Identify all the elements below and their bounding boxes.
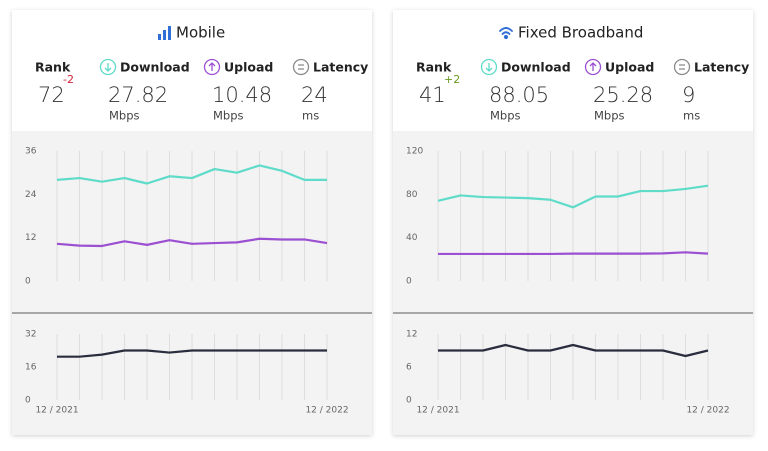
y-tick-label: 24	[25, 190, 37, 200]
line-series	[57, 349, 327, 358]
metric-value: 27.82	[108, 83, 168, 107]
metric-label: Latency	[313, 60, 368, 75]
y-tick-label: 120	[406, 147, 423, 157]
metric-icon-glyph	[679, 64, 685, 70]
metric-label: Download	[501, 60, 571, 75]
x-tick-label: 12 / 2022	[305, 406, 348, 416]
rank-label: Rank	[35, 60, 71, 75]
line-series	[56, 164, 327, 185]
metric-label: Download	[120, 60, 190, 75]
y-tick-label: 0	[406, 396, 412, 406]
metric-icon-glyph	[104, 63, 112, 72]
metric-unit: Mbps	[594, 109, 625, 123]
metric-icon-glyph	[485, 63, 493, 72]
y-tick-label: 0	[25, 277, 31, 287]
x-tick-label: 12 / 2022	[686, 406, 729, 416]
metric-value: 25.28	[593, 83, 653, 107]
metric-icon-glyph	[298, 64, 304, 70]
y-tick-label: 80	[406, 190, 418, 200]
metric-unit: Mbps	[490, 109, 521, 123]
y-tick-label: 0	[406, 277, 412, 287]
metric-value: 9	[682, 83, 695, 107]
metric-icon-glyph	[589, 62, 597, 71]
metric-label: Upload	[224, 60, 273, 75]
line-series	[437, 184, 709, 209]
panel-title: Fixed Broadband	[518, 24, 643, 42]
signal-icon	[158, 26, 171, 40]
metric-value: 10.48	[212, 83, 272, 107]
line-series	[56, 237, 328, 248]
rank-change: -2	[63, 73, 74, 86]
metric-icon	[292, 58, 310, 76]
line-series	[438, 251, 709, 256]
x-tick-label: 12 / 2021	[416, 406, 459, 416]
rank-change: +2	[444, 73, 460, 86]
metric-icon-glyph	[208, 62, 216, 71]
rank-label: Rank	[416, 60, 452, 75]
y-tick-label: 0	[25, 396, 31, 406]
metric-unit: Mbps	[109, 109, 140, 123]
metric-value: 24	[301, 83, 328, 107]
metric-label: Latency	[694, 60, 749, 75]
metric-unit: ms	[302, 109, 319, 123]
metric-icon	[480, 58, 498, 76]
panel-title: Mobile	[176, 24, 225, 42]
metric-icon	[584, 58, 602, 76]
metric-icon	[203, 58, 221, 76]
x-tick-label: 12 / 2021	[35, 406, 78, 416]
line-series	[438, 343, 709, 358]
y-tick-label: 16	[25, 363, 37, 373]
metric-unit: ms	[683, 109, 700, 123]
y-tick-label: 32	[25, 330, 36, 340]
y-tick-label: 6	[406, 363, 412, 373]
metric-value: 88.05	[489, 83, 549, 107]
metric-icon	[673, 58, 691, 76]
wifi-icon	[499, 27, 513, 40]
metric-unit: Mbps	[213, 109, 244, 123]
y-tick-label: 36	[25, 147, 37, 157]
rank-value: 72	[38, 83, 65, 107]
metric-label: Upload	[605, 60, 654, 75]
rank-value: 41	[419, 83, 446, 107]
y-tick-label: 12	[406, 330, 417, 340]
metric-icon	[99, 58, 117, 76]
y-tick-label: 40	[406, 233, 418, 243]
y-tick-label: 12	[25, 233, 36, 243]
